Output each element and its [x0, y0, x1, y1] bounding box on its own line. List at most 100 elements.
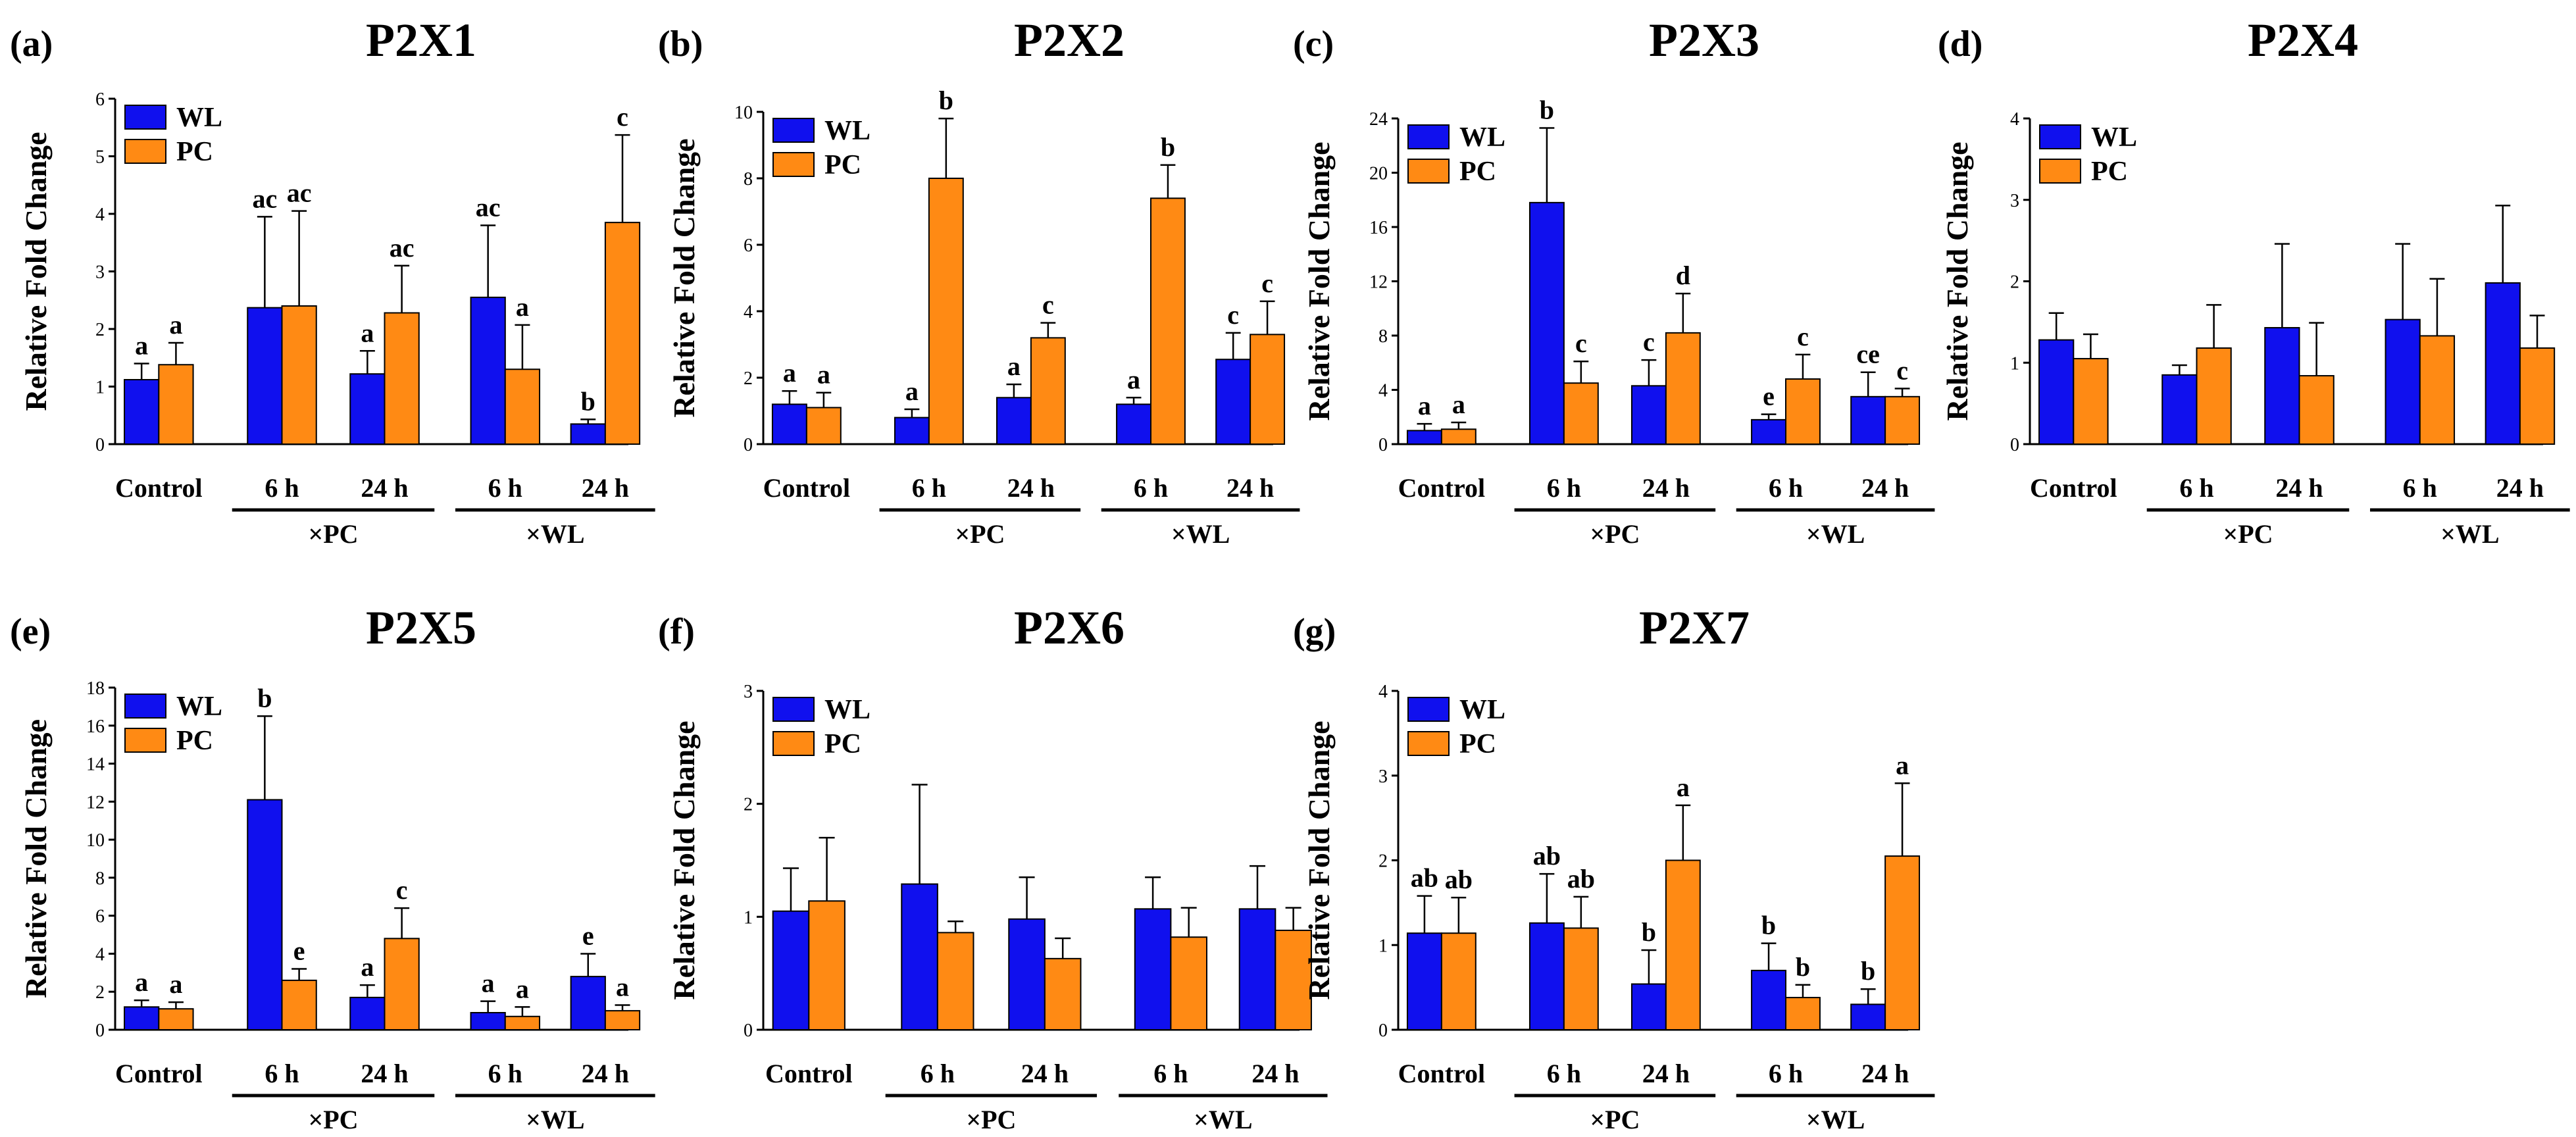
significance-label: c: [396, 875, 408, 905]
y-tick-label: 0: [1378, 435, 1388, 455]
group-label: ×WL: [526, 1105, 584, 1134]
y-tick-label: 0: [95, 1021, 105, 1041]
y-tick-label: 8: [744, 169, 753, 190]
bar-pc: [1440, 428, 1477, 445]
legend-label: PC: [2091, 157, 2128, 187]
legend-label: PC: [176, 726, 213, 756]
bar-pc: [1150, 197, 1186, 445]
bar-wl: [247, 307, 283, 445]
legend-swatch: [1407, 697, 1450, 722]
group-label: ×PC: [308, 1105, 358, 1134]
x-tick-label: 24 h: [361, 1059, 408, 1088]
significance-label: c: [1797, 322, 1809, 351]
legend-label: WL: [176, 103, 222, 133]
bar-wl: [772, 910, 810, 1030]
bar-pc: [281, 979, 317, 1031]
bar-wl: [894, 417, 930, 445]
bar-pc: [1785, 378, 1821, 445]
y-tick-label: 1: [95, 378, 105, 398]
x-tick-label: 6 h: [1769, 473, 1803, 503]
significance-label: e: [293, 936, 305, 966]
bar-wl: [2485, 282, 2521, 445]
significance-label: ac: [390, 233, 415, 263]
legend-label: WL: [1459, 122, 1505, 153]
bar-wl: [1630, 983, 1667, 1030]
significance-label: b: [1861, 956, 1875, 986]
chart-title: P2X1: [366, 14, 476, 66]
y-axis-label: Relative Fold Change: [667, 138, 701, 417]
significance-label: b: [1540, 95, 1554, 124]
y-tick-label: 2: [95, 320, 105, 340]
y-axis-label: Relative Fold Change: [1302, 141, 1336, 420]
group-label: ×PC: [1590, 519, 1640, 549]
panel-letter: (b): [658, 24, 703, 64]
legend-swatch: [124, 728, 166, 753]
significance-label: b: [1642, 917, 1656, 947]
bar-wl: [1850, 395, 1886, 445]
significance-label: c: [617, 102, 628, 132]
significance-label: a: [169, 969, 182, 999]
bar-wl: [1850, 1003, 1886, 1030]
legend-label: PC: [176, 137, 213, 167]
y-tick-label: 3: [2010, 191, 2019, 211]
bar-wl: [1406, 430, 1442, 445]
bar-pc: [1884, 395, 1921, 445]
bar-wl: [771, 403, 807, 445]
y-tick-label: 16: [1369, 218, 1388, 238]
panel-letter: (c): [1293, 24, 1334, 64]
y-tick-label: 2: [1378, 851, 1388, 872]
bar-wl: [1215, 359, 1251, 445]
legend-swatch: [2039, 124, 2081, 149]
legend-label: PC: [1459, 157, 1496, 187]
chart-title: P2X3: [1649, 14, 1759, 66]
y-axis-label: Relative Fold Change: [19, 719, 53, 998]
significance-label: a: [616, 972, 629, 1001]
x-tick-label: 24 h: [1642, 1059, 1690, 1088]
y-tick-label: 5: [95, 147, 105, 168]
y-tick-label: 4: [95, 205, 105, 225]
legend-swatch: [1407, 124, 1450, 149]
bar-wl: [2264, 327, 2300, 445]
x-tick-label: 24 h: [2275, 473, 2323, 503]
y-tick-label: 3: [1378, 767, 1388, 787]
significance-label: c: [1261, 268, 1273, 298]
significance-label: b: [1161, 132, 1175, 162]
y-tick-label: 2: [2010, 272, 2019, 293]
legend-label: WL: [1459, 695, 1505, 725]
bar-pc: [604, 222, 641, 445]
x-tick-label: 24 h: [1021, 1059, 1069, 1088]
y-tick-label: 4: [744, 302, 753, 322]
x-tick-label: 6 h: [1134, 473, 1168, 503]
significance-label: b: [581, 386, 595, 416]
x-tick-label: 6 h: [265, 473, 299, 503]
y-tick-label: 0: [1378, 1021, 1388, 1041]
panel-letter: (d): [1938, 24, 1983, 64]
bar-wl: [2385, 318, 2421, 445]
bar-pc: [1785, 997, 1821, 1030]
bar-pc: [1563, 927, 1599, 1030]
bar-wl: [2038, 339, 2075, 445]
y-tick-label: 12: [86, 792, 105, 813]
bar-wl: [1528, 201, 1565, 445]
x-tick-label: 6 h: [1153, 1059, 1188, 1088]
significance-label: ce: [1856, 340, 1880, 369]
significance-label: a: [783, 358, 796, 388]
x-tick-label: 24 h: [1642, 473, 1690, 503]
y-tick-label: 14: [86, 755, 105, 775]
y-tick-label: 0: [2010, 435, 2019, 455]
bar-pc: [1030, 337, 1066, 445]
significance-label: a: [135, 967, 148, 997]
legend-swatch: [772, 118, 815, 143]
bar-pc: [805, 407, 842, 445]
legend-label: WL: [824, 116, 871, 146]
significance-label: e: [582, 921, 594, 950]
bar-wl: [470, 296, 506, 445]
bar-pc: [1665, 859, 1701, 1030]
chart-title: P2X2: [1014, 14, 1124, 66]
x-tick-label: 6 h: [921, 1059, 955, 1088]
chart-panel: (e) P2X5 Relative Fold Change 0 2 4 6 8 10 12 14 16…: [10, 601, 655, 1134]
bar-wl: [1751, 418, 1786, 445]
chart-panel: (d) P2X4 Relative Fold Change 0 1 2 3 4 Control 6…: [1938, 14, 2570, 549]
legend-swatch: [1407, 159, 1450, 184]
